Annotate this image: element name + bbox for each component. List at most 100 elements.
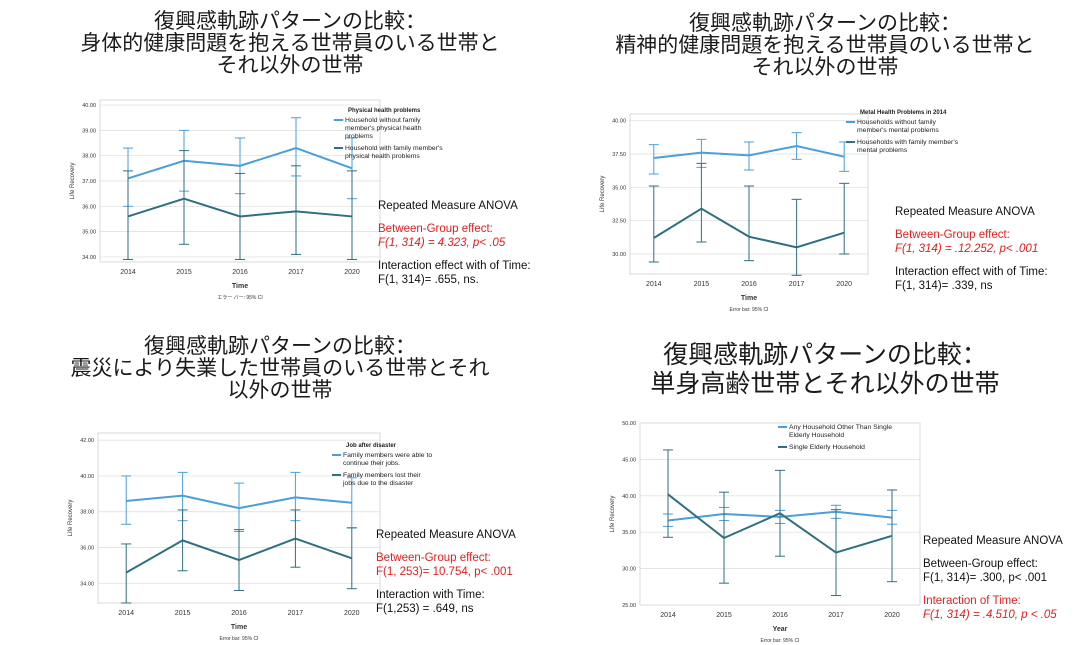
title-line: 以外の世帯 [227, 378, 333, 402]
x-tick-label: 2017 [828, 612, 844, 619]
legend-label: Family members lost their [343, 472, 422, 479]
legend-label: Single Elderly Household [789, 444, 865, 451]
stats-heading: Repeated Measure ANOVA [923, 535, 1063, 547]
series-line [653, 207, 845, 249]
stats-between-value: F(1, 314) = .12.252, p< .001 [895, 243, 1039, 255]
panel-title: 復興感軌跡パターンの比較： 単身高齢世帯とそれ以外の世帯 [580, 340, 1070, 398]
legend-label: physical health problems [345, 153, 420, 160]
y-tick-label: 40.00 [612, 119, 626, 125]
legend-label: jobs due to the disaster [342, 480, 414, 487]
title-line: 単身高齢世帯とそれ以外の世帯 [650, 369, 1000, 398]
x-tick-label: 2017 [288, 269, 304, 276]
y-tick-label: 35.00 [622, 530, 636, 536]
x-tick-label: 2015 [716, 612, 732, 619]
y-tick-label: 36.00 [80, 546, 94, 552]
title-line: それ以外の世帯 [216, 53, 364, 77]
stats-between-value: F(1, 253)= 10.754, p< .001 [376, 566, 513, 578]
x-tick-label: 2015 [176, 269, 192, 276]
x-tick-label: 2020 [836, 281, 852, 288]
stats-interaction-value: F(1, 314)= .339, ns [895, 280, 993, 292]
stats-block: Repeated Measure ANOVA Between-Group eff… [923, 534, 1063, 631]
series-line [127, 147, 353, 180]
y-axis-label: Life Recovery [610, 496, 616, 533]
title-line: 復興感軌跡パターンの比較： [663, 340, 987, 369]
panel-title: 復興感軌跡パターンの比較： 震災により失業した世帯員のいる世帯とそれ 以外の世帯 [15, 335, 545, 401]
legend-label: continue their jobs. [343, 460, 400, 467]
stats-between-label: Between-Group effect: [376, 552, 491, 564]
y-tick-label: 34.00 [80, 581, 94, 587]
y-tick-label: 38.00 [80, 510, 94, 516]
stats-between-label: Between-Group effect: [923, 558, 1038, 570]
stats-interaction-value: F(1, 314) = .4.510, p < .05 [923, 609, 1057, 621]
chart-single-elderly: 25.00 30.00 35.00 40.00 45.00 50.00 2014 2015 20… [610, 421, 921, 644]
series-line [667, 493, 893, 554]
panel-title: 復興感軌跡パターンの比較： 精神的健康問題を抱える世帯員のいる世帯と それ以外の… [580, 12, 1070, 78]
x-tick-label: 2014 [120, 269, 136, 276]
legend-label: Any Household Other Than Single [789, 424, 892, 431]
stats-heading: Repeated Measure ANOVA [378, 200, 518, 212]
title-line: 復興感軌跡パターンの比較： [689, 11, 961, 35]
x-tick-label: 2016 [741, 281, 757, 288]
legend-label: Households without family [857, 119, 937, 126]
stats-interaction-label: Interaction with Time: [376, 589, 485, 601]
legend-label: Elderly Household [789, 432, 844, 439]
y-tick-label: 34.00 [82, 255, 96, 261]
x-tick-label: 2020 [344, 269, 360, 276]
y-tick-label: 35.00 [612, 185, 626, 191]
panel-title: 復興感軌跡パターンの比較： 身体的健康問題を抱える世帯員のいる世帯と それ以外の… [40, 10, 540, 76]
x-tick-label: 2014 [646, 281, 662, 288]
stats-block: Repeated Measure ANOVA Between-Group eff… [376, 528, 516, 625]
y-tick-label: 36.00 [82, 204, 96, 210]
title-line: 震災により失業した世帯員のいる世帯とそれ [70, 356, 490, 380]
title-line: それ以外の世帯 [751, 55, 899, 79]
y-axis-label: Life Recovery [70, 163, 76, 200]
x-tick-label: 2015 [694, 281, 710, 288]
x-tick-label: 2014 [118, 610, 134, 617]
y-tick-label: 40.00 [82, 103, 96, 109]
error-bar-note: Error bar: 95% CI [761, 638, 800, 644]
stats-interaction-label: Interaction of Time: [923, 595, 1021, 607]
x-axis-label: Time [231, 624, 247, 631]
legend-label: Households with family member's [857, 139, 959, 146]
legend-label: problems [345, 133, 374, 140]
stats-interaction-value: F(1, 314)= .655, ns. [378, 274, 479, 286]
x-tick-label: 2016 [231, 610, 247, 617]
series-line [127, 197, 353, 218]
stats-between-label: Between-Group effect: [378, 223, 493, 235]
y-tick-label: 32.50 [612, 219, 626, 225]
x-tick-label: 2015 [175, 610, 191, 617]
x-tick-label: 2016 [232, 269, 248, 276]
error-bar-note: エラー バー: 95% CI [217, 295, 263, 301]
stats-interaction-label: Interaction effect with of Time: [378, 260, 531, 272]
legend-title: Metal Health Problems in 2014 [860, 110, 947, 116]
y-axis-label: Life Recovery [68, 500, 74, 537]
y-tick-label: 42.00 [80, 438, 94, 444]
x-tick-label: 2014 [660, 612, 676, 619]
legend-title: Physical health problems [348, 108, 421, 114]
series-line [125, 537, 353, 574]
y-axis-label: Life Recovery [600, 176, 606, 213]
y-tick-label: 50.00 [622, 421, 636, 427]
stats-between-label: Between-Group effect: [895, 229, 1010, 241]
legend-label: mental problems [857, 147, 908, 154]
plot-frame [97, 432, 381, 604]
x-axis-label: Time [741, 295, 757, 302]
y-tick-label: 30.00 [622, 567, 636, 573]
y-tick-label: 39.00 [82, 128, 96, 134]
stats-between-value: F(1, 314)= .300, p< .001 [923, 572, 1048, 584]
x-tick-label: 2017 [789, 281, 805, 288]
y-tick-label: 45.00 [622, 457, 636, 463]
stats-heading: Repeated Measure ANOVA [895, 206, 1035, 218]
chart-mental-health: 30.00 32.50 35.00 37.50 40.00 2014 2015 2016 201… [600, 110, 959, 313]
y-tick-label: 40.00 [80, 474, 94, 480]
y-tick-label: 38.00 [82, 154, 96, 160]
x-tick-label: 2017 [288, 610, 304, 617]
legend-label: Household without family [345, 117, 421, 124]
y-tick-label: 30.00 [612, 252, 626, 258]
legend-label: member's physical health [345, 125, 422, 132]
title-line: 精神的健康問題を抱える世帯員のいる世帯と [615, 33, 1035, 57]
y-tick-label: 35.00 [82, 230, 96, 236]
plot-frame [629, 113, 869, 275]
chart-physical-health: 34.00 35.00 36.00 37.00 38.00 39.00 40.00 2014 2… [70, 99, 443, 301]
y-tick-label: 40.00 [622, 494, 636, 500]
